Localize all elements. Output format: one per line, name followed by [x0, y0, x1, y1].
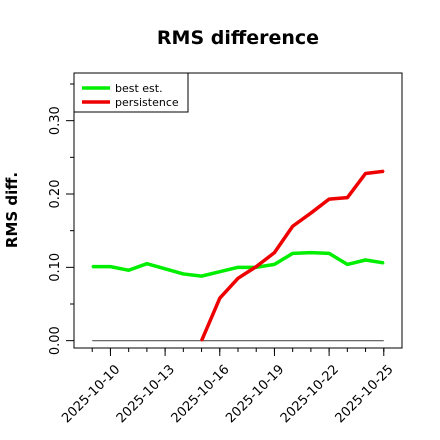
data-point-best-est: [109, 265, 112, 268]
y-axis-label: RMS diff.: [3, 172, 21, 248]
series-line-persistence: [199, 169, 384, 342]
data-point-best-est: [146, 262, 148, 265]
data-point-persistence: [273, 251, 276, 254]
data-point-persistence: [255, 265, 258, 268]
data-point-best-est: [200, 275, 203, 277]
data-point-persistence: [382, 170, 385, 173]
data-point-persistence: [364, 172, 367, 175]
data-point-best-est: [364, 259, 367, 261]
legend-label-best-est: best est.: [115, 82, 163, 95]
data-point-best-est: [382, 262, 385, 264]
y-tick-label: 0.00: [48, 326, 63, 355]
y-axis: 0.00 0.10 0.20 0.30: [48, 83, 74, 355]
data-point-best-est: [310, 251, 312, 254]
data-point-best-est: [182, 273, 185, 275]
y-tick-label: 0.10: [48, 253, 63, 282]
data-point-persistence: [291, 225, 294, 228]
data-point-persistence: [346, 196, 349, 199]
plot-area: [91, 169, 385, 342]
data-point-persistence: [328, 198, 330, 200]
data-point-persistence: [310, 212, 312, 214]
data-point-persistence: [218, 297, 221, 299]
data-point-best-est: [218, 270, 221, 273]
legend: best est. persistence: [73, 72, 189, 113]
data-point-persistence: [200, 339, 203, 342]
data-point-best-est: [91, 265, 94, 268]
data-point-best-est: [164, 268, 166, 270]
data-point-best-est: [127, 269, 130, 272]
data-point-best-est: [273, 263, 276, 266]
data-point-best-est: [328, 252, 330, 255]
x-tick-label: 2025-10-25: [333, 362, 397, 426]
y-tick-label: 0.20: [48, 180, 63, 209]
series-line-best-est: [92, 250, 385, 278]
data-point-persistence: [237, 277, 239, 280]
data-point-best-est: [346, 263, 349, 266]
plot-frame: [73, 72, 403, 349]
x-axis: 2025-10-102025-10-132025-10-162025-10-19…: [59, 348, 397, 426]
data-point-best-est: [237, 266, 239, 269]
data-point-best-est: [291, 252, 294, 255]
chart-title: RMS difference: [157, 27, 319, 49]
legend-box: [73, 72, 189, 113]
y-tick-label: 0.30: [48, 106, 63, 135]
legend-label-persistence: persistence: [115, 96, 179, 109]
